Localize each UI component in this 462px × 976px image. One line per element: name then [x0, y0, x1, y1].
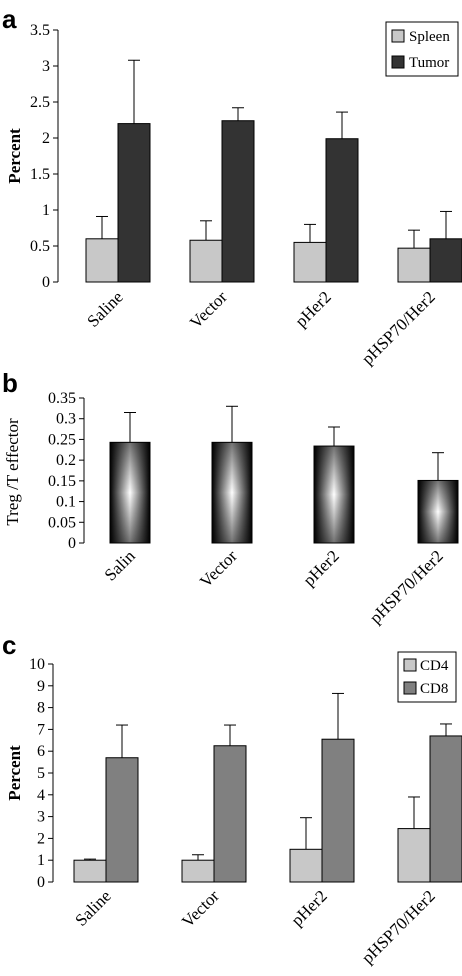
y-tick-label: 8 [37, 700, 45, 717]
legend-swatch-cd8 [403, 681, 417, 695]
y-tick-label: 0.05 [48, 514, 76, 531]
bar [85, 238, 119, 283]
bar-shade [212, 442, 252, 543]
bar-shade [110, 442, 150, 543]
x-category-label: pHer2 [287, 886, 330, 929]
y-tick-label: 0.25 [48, 431, 76, 448]
y-tick-label: 3.5 [30, 22, 50, 39]
y-tick-label: 2 [37, 830, 45, 847]
panel-b-ylabel: Treg /T effector [3, 418, 22, 526]
y-tick-label: 3 [37, 809, 45, 826]
bar [189, 239, 223, 283]
panel-c-chart: 0 1 2 3 4 5 6 7 8 9 10 Saline Vector pHer2 pHSP70/Her2 [29, 656, 462, 967]
y-tick-label: 6 [37, 743, 45, 760]
y-tick-label: 2.5 [30, 94, 50, 111]
y-tick-label: 1.5 [30, 166, 50, 183]
y-tick-label: 0.35 [48, 390, 76, 407]
x-category-label: pHSP70/Her2 [358, 886, 439, 967]
bar [213, 745, 247, 883]
x-category-label: Salin [101, 546, 139, 584]
x-category-label: Saline [83, 287, 126, 330]
y-tick-label: 10 [29, 656, 45, 673]
y-tick-label: 0.2 [56, 452, 76, 469]
bar [105, 757, 139, 883]
bar [73, 859, 107, 883]
bar [397, 247, 431, 283]
x-category-label: Vector [178, 886, 223, 931]
y-tick-label: 0 [37, 874, 45, 891]
y-tick-label: 3 [42, 58, 50, 75]
panel-a-legend: Spleen Tumor [385, 21, 459, 77]
y-tick-label: 0.1 [56, 494, 76, 511]
panel-a-ylabel: Percent [5, 128, 24, 184]
legend-label-cd8: CD8 [420, 681, 448, 697]
bar [181, 859, 215, 883]
x-category-label: pHer2 [299, 546, 342, 589]
bar [325, 138, 359, 283]
bar [397, 828, 431, 883]
legend-swatch-cd4 [403, 658, 417, 672]
panel-b-letter: b [2, 368, 18, 398]
legend-label-cd4: CD4 [420, 658, 449, 674]
panel-b-chart: 0 0.05 0.1 0.15 0.2 0.25 0.3 0.35 Salin Vector pHe… [48, 390, 459, 627]
bar [117, 123, 151, 283]
y-tick-label: 4 [37, 787, 45, 804]
bar [221, 120, 255, 283]
x-category-label: Vector [186, 287, 231, 332]
y-tick-label: 0.5 [30, 238, 50, 255]
x-category-label: pHer2 [291, 287, 334, 330]
legend-label-spleen: Spleen [409, 29, 450, 45]
bar [289, 848, 323, 883]
legend-swatch-tumor [391, 55, 405, 69]
y-tick-label: 0 [42, 274, 50, 291]
y-tick-label: 0 [68, 535, 76, 552]
bar [429, 735, 462, 883]
y-tick-label: 1 [42, 202, 50, 219]
panel-c-ylabel: Percent [5, 745, 24, 801]
panel-c-letter: c [2, 630, 16, 660]
y-tick-label: 0.3 [56, 411, 76, 428]
bar-shade [314, 446, 354, 543]
legend-label-tumor: Tumor [409, 55, 449, 71]
bar [293, 241, 327, 283]
y-tick-label: 0.15 [48, 473, 76, 490]
bar [429, 238, 462, 283]
panel-a-letter: a [2, 4, 17, 34]
x-category-label: pHSP70/Her2 [358, 287, 439, 368]
y-tick-label: 1 [37, 852, 45, 869]
y-tick-label: 5 [37, 765, 45, 782]
x-category-label: Vector [196, 546, 241, 591]
x-category-label: pHSP70/Her2 [366, 546, 447, 627]
legend-swatch-spleen [391, 29, 405, 43]
y-tick-label: 9 [37, 678, 45, 695]
bar-shade [418, 480, 458, 543]
y-tick-label: 7 [37, 721, 45, 738]
panel-c-legend: CD4 CD8 [397, 651, 457, 703]
y-tick-label: 2 [42, 130, 50, 147]
bar [321, 738, 355, 883]
x-category-label: Saline [71, 886, 114, 929]
